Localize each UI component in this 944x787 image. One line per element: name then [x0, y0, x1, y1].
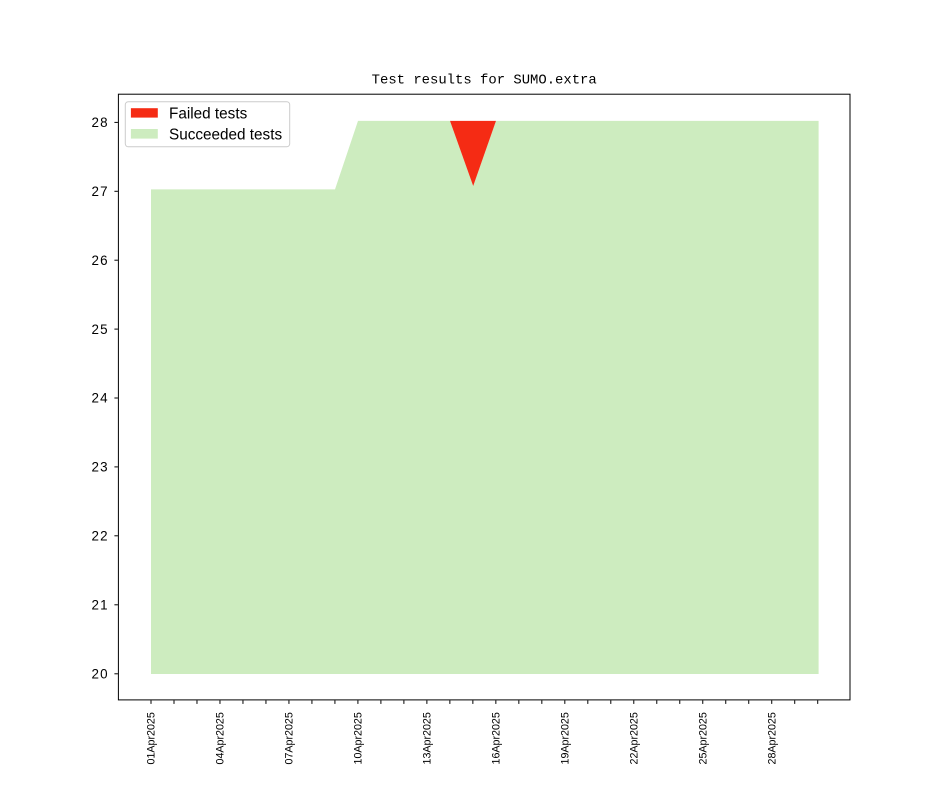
svg-text:22Apr2025: 22Apr2025 [628, 712, 640, 764]
svg-text:25: 25 [92, 322, 109, 337]
svg-text:28: 28 [92, 115, 109, 130]
svg-text:Test results for SUMO.extra: Test results for SUMO.extra [372, 73, 597, 89]
svg-text:01Apr2025: 01Apr2025 [146, 712, 158, 764]
svg-text:27: 27 [92, 184, 109, 199]
svg-text:21: 21 [92, 598, 109, 613]
svg-text:Succeeded tests: Succeeded tests [169, 126, 282, 143]
svg-text:22: 22 [92, 529, 109, 544]
svg-text:20: 20 [92, 667, 109, 682]
svg-text:28Apr2025: 28Apr2025 [766, 712, 778, 764]
svg-text:26: 26 [92, 253, 109, 268]
svg-text:10Apr2025: 10Apr2025 [353, 712, 365, 764]
svg-text:04Apr2025: 04Apr2025 [215, 712, 227, 764]
svg-text:13Apr2025: 13Apr2025 [422, 712, 434, 764]
svg-text:16Apr2025: 16Apr2025 [491, 712, 503, 764]
svg-text:25Apr2025: 25Apr2025 [697, 712, 709, 764]
svg-text:19Apr2025: 19Apr2025 [560, 712, 572, 764]
svg-text:23: 23 [92, 460, 109, 475]
svg-text:24: 24 [92, 391, 109, 406]
svg-text:07Apr2025: 07Apr2025 [284, 712, 296, 764]
svg-text:Failed tests: Failed tests [169, 105, 248, 122]
